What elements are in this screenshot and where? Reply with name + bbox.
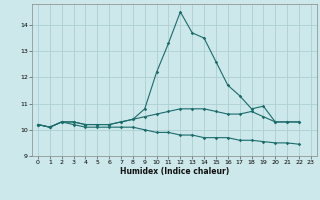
X-axis label: Humidex (Indice chaleur): Humidex (Indice chaleur): [120, 167, 229, 176]
